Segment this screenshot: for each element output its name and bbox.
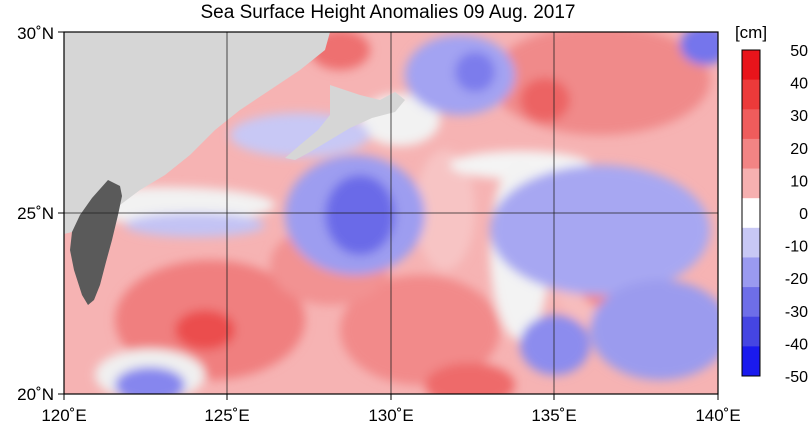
latitude-labels: 20˚N 25˚N 30˚N — [17, 24, 54, 404]
colorbar-swatch-7 — [742, 257, 760, 288]
colorbar-swatches — [742, 50, 760, 377]
lon-label-130: 130˚E — [368, 406, 413, 425]
colorbar-swatch-1 — [742, 79, 760, 110]
colorbar-frame — [741, 49, 761, 377]
colorbar-label-7: -20 — [785, 271, 808, 288]
colorbar-swatch-8 — [742, 287, 760, 318]
colorbar-swatch-4 — [742, 168, 760, 199]
colorbar-label-9: -40 — [785, 336, 808, 353]
lat-label-20: 20˚N — [17, 385, 54, 404]
lat-label-30: 30˚N — [17, 24, 54, 43]
lon-label-120: 120˚E — [41, 406, 86, 425]
map-title: Sea Surface Height Anomalies 09 Aug. 201… — [201, 2, 576, 23]
colorbar: [cm] 50 40 30 20 10 0 -10 -20 -30 -40 -50 — [735, 23, 808, 386]
colorbar-swatch-9 — [742, 316, 760, 347]
lon-label-125: 125˚E — [204, 406, 249, 425]
ryukyu-islands — [285, 85, 405, 160]
colorbar-swatch-5 — [742, 198, 760, 229]
colorbar-label-5: 0 — [799, 206, 808, 223]
china-coast-land — [64, 32, 330, 234]
colorbar-label-1: 40 — [790, 76, 808, 93]
colorbar-swatch-6 — [742, 227, 760, 258]
colorbar-label-2: 30 — [790, 108, 808, 125]
taiwan-island — [70, 180, 122, 305]
colorbar-swatch-10 — [742, 346, 760, 377]
colorbar-label-3: 20 — [790, 141, 808, 158]
lon-label-135: 135˚E — [531, 406, 576, 425]
colorbar-label-0: 50 — [790, 43, 808, 60]
colorbar-swatch-3 — [742, 138, 760, 170]
longitude-labels: 120˚E 125˚E 130˚E 135˚E 140˚E — [41, 406, 740, 425]
grid-lines — [64, 32, 718, 394]
lat-label-25: 25˚N — [17, 204, 54, 223]
colorbar-unit: [cm] — [735, 23, 767, 42]
colorbar-swatch-0 — [742, 50, 760, 81]
lon-label-140: 140˚E — [695, 406, 740, 425]
colorbar-label-6: -10 — [785, 239, 808, 256]
colorbar-label-8: -30 — [785, 304, 808, 321]
tick-marks — [58, 31, 719, 400]
anomaly-field — [64, 32, 718, 394]
colorbar-label-4: 10 — [790, 173, 808, 190]
colorbar-label-10: -50 — [785, 369, 808, 386]
colorbar-swatch-2 — [742, 109, 760, 140]
colorbar-labels: 50 40 30 20 10 0 -10 -20 -30 -40 -50 — [785, 43, 808, 386]
